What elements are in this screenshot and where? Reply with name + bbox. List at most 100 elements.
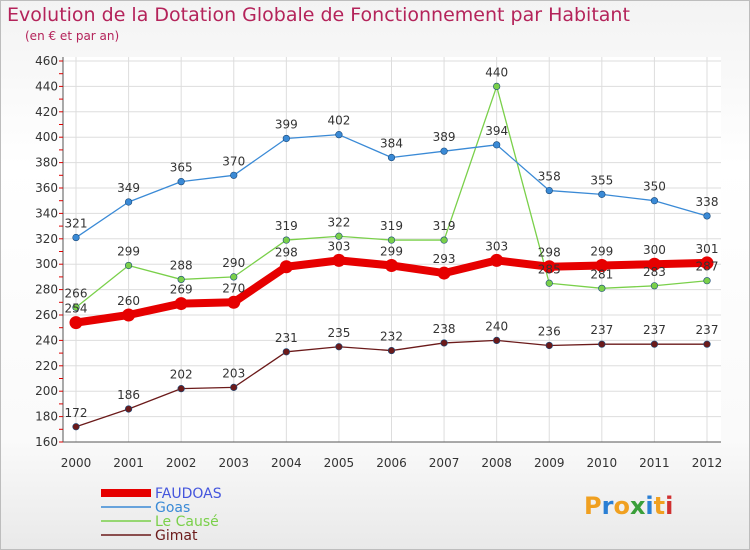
data-label: 172 <box>65 406 88 420</box>
data-label: 389 <box>433 130 456 144</box>
data-label: 266 <box>65 286 88 300</box>
data-label: 358 <box>538 170 561 184</box>
y-tick-label: 260 <box>35 308 58 322</box>
data-point <box>335 232 343 240</box>
data-point <box>703 277 711 285</box>
data-point <box>72 423 80 431</box>
x-tick-label: 2000 <box>61 456 92 470</box>
y-tick-label: 200 <box>35 384 58 398</box>
data-label: 237 <box>590 323 613 337</box>
y-tick-label: 440 <box>35 79 58 93</box>
data-label: 269 <box>170 283 193 297</box>
data-point <box>598 340 606 348</box>
legend-label: Gimat <box>155 528 198 544</box>
data-label: 254 <box>65 302 88 316</box>
data-point <box>177 178 185 186</box>
data-label: 338 <box>696 195 719 209</box>
data-point <box>490 253 504 267</box>
y-tick-label: 400 <box>35 130 58 144</box>
y-tick-label: 460 <box>35 54 58 68</box>
data-label: 203 <box>222 366 245 380</box>
chart-title: Evolution de la Dotation Globale de Fonc… <box>7 4 630 26</box>
data-point <box>440 339 448 347</box>
data-point <box>282 236 290 244</box>
data-label: 240 <box>485 319 508 333</box>
y-tick-label: 420 <box>35 105 58 119</box>
data-point <box>542 260 556 274</box>
data-label: 237 <box>696 323 719 337</box>
data-label: 290 <box>222 256 245 270</box>
data-point <box>700 256 714 270</box>
logo-letter: r <box>601 492 614 520</box>
y-tick-label: 160 <box>35 435 58 449</box>
legend-label: Goas <box>155 500 190 516</box>
data-point <box>440 147 448 155</box>
data-point <box>650 197 659 205</box>
y-tick-label: 280 <box>35 283 58 297</box>
data-label: 186 <box>117 388 140 402</box>
y-tick-label: 240 <box>35 333 58 347</box>
logo-letter: t <box>653 492 666 520</box>
data-label: 303 <box>485 239 508 253</box>
data-point <box>545 186 553 195</box>
data-point <box>385 258 398 272</box>
data-label: 365 <box>170 161 193 175</box>
data-label: 238 <box>433 322 456 336</box>
data-point <box>437 266 451 280</box>
data-point <box>230 273 238 281</box>
chart-subtitle: (en € et par an) <box>25 29 120 43</box>
data-label: 232 <box>380 330 403 344</box>
data-point <box>332 253 346 267</box>
data-point <box>177 385 185 393</box>
x-tick-label: 2010 <box>587 456 618 470</box>
data-point <box>72 303 80 311</box>
y-tick-label: 340 <box>35 206 58 220</box>
logo-letter: i <box>665 492 674 520</box>
x-tick-label: 2004 <box>271 456 302 470</box>
data-label: 231 <box>275 331 298 345</box>
data-label: 440 <box>485 65 508 79</box>
data-label: 235 <box>327 326 350 340</box>
data-point <box>124 198 133 206</box>
data-point <box>282 134 290 143</box>
legend-label: Le Causé <box>155 514 219 530</box>
x-tick-label: 2009 <box>534 456 565 470</box>
y-tick-label: 320 <box>35 232 58 246</box>
data-label: 303 <box>327 239 350 253</box>
logo-letter: x <box>629 492 646 520</box>
data-label: 237 <box>643 323 666 337</box>
data-point <box>440 236 448 244</box>
data-label: 298 <box>275 246 298 260</box>
data-point <box>387 346 396 355</box>
x-tick-label: 2005 <box>324 456 355 470</box>
data-point <box>174 297 188 311</box>
data-point <box>282 348 290 356</box>
x-tick-label: 2008 <box>481 456 512 470</box>
data-label: 299 <box>117 244 140 258</box>
data-point <box>124 261 133 270</box>
data-point <box>703 212 711 220</box>
data-label: 288 <box>170 258 193 272</box>
data-point <box>650 340 659 348</box>
logo-letter: o <box>613 492 630 520</box>
y-tick-label: 300 <box>35 257 58 271</box>
data-label: 321 <box>65 217 88 231</box>
x-tick-label: 2006 <box>376 456 407 470</box>
data-point <box>545 341 553 350</box>
y-tick-label: 380 <box>35 156 58 170</box>
data-label: 349 <box>117 181 140 195</box>
x-tick-label: 2002 <box>166 456 197 470</box>
data-label: 299 <box>380 244 403 258</box>
x-tick-label: 2003 <box>218 456 249 470</box>
data-point <box>335 131 343 139</box>
data-point <box>335 343 343 351</box>
legend-label: FAUDOAS <box>155 486 222 502</box>
data-label: 260 <box>117 294 140 308</box>
data-label: 236 <box>538 324 561 338</box>
data-point <box>387 153 396 162</box>
data-label: 322 <box>327 215 350 229</box>
x-tick-label: 2001 <box>113 456 144 470</box>
logo-letter: i <box>645 492 654 520</box>
